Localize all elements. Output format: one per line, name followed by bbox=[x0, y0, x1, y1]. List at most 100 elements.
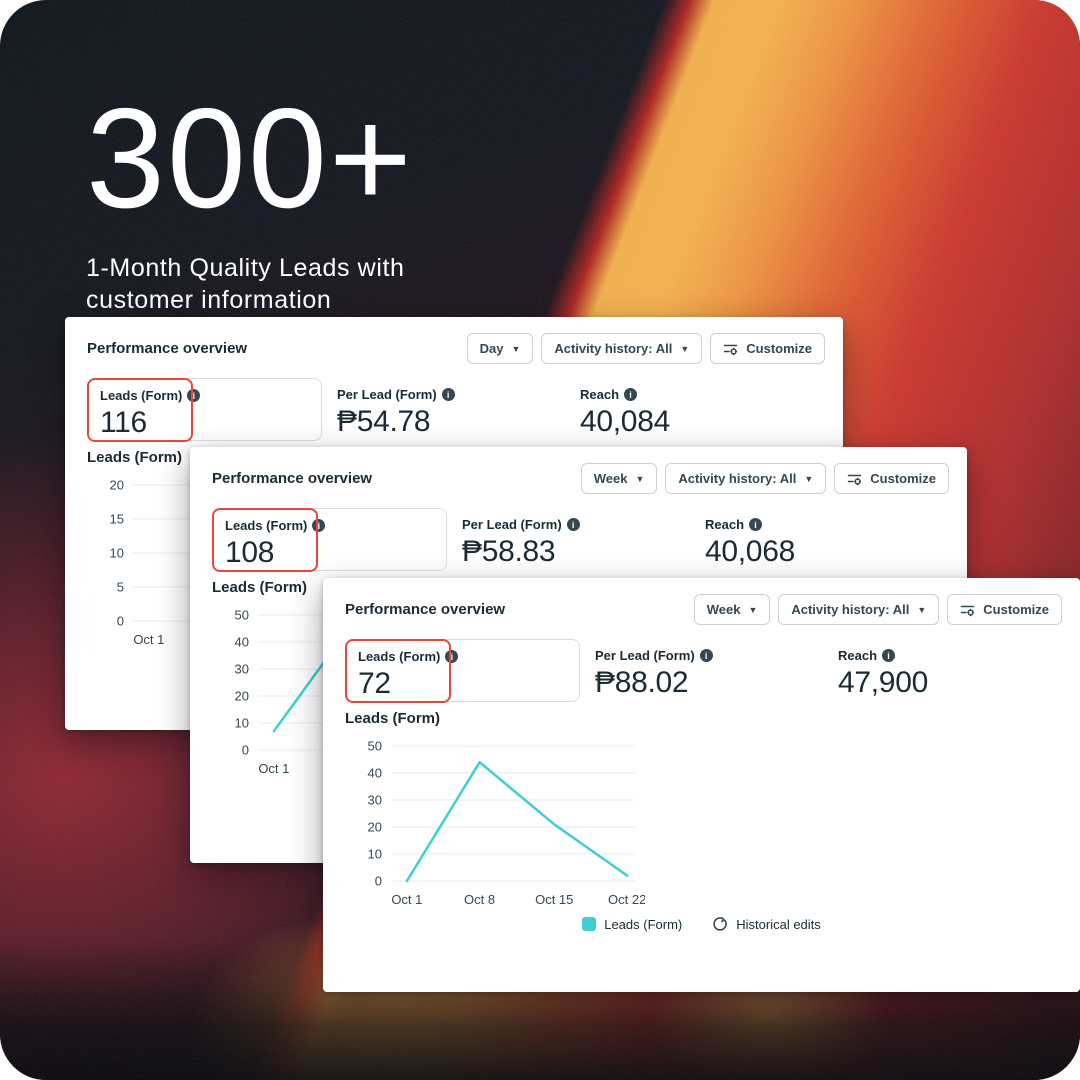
customize-icon bbox=[848, 474, 862, 485]
info-icon[interactable]: i bbox=[882, 649, 896, 662]
legend-label: Historical edits bbox=[736, 916, 821, 932]
info-icon[interactable]: i bbox=[441, 388, 455, 401]
metric-label: Leads (Form) bbox=[100, 388, 183, 403]
metric-label: Per Lead (Form) bbox=[595, 648, 695, 663]
info-icon[interactable]: i bbox=[312, 519, 326, 532]
info-icon[interactable]: i bbox=[624, 388, 638, 401]
svg-text:0: 0 bbox=[375, 874, 382, 889]
card-controls: Day ▼ Activity history: All ▼ Customize bbox=[466, 333, 825, 364]
svg-text:20: 20 bbox=[368, 820, 382, 835]
svg-text:Oct 15: Oct 15 bbox=[535, 892, 573, 907]
svg-text:50: 50 bbox=[368, 739, 382, 754]
chevron-down-icon: ▼ bbox=[748, 605, 758, 615]
date-range-label: Week bbox=[593, 471, 628, 486]
headline-block: 300+ 1-Month Quality Leads with customer… bbox=[86, 88, 416, 316]
metric-per-lead: Per Lead (Form) i ₱58.83 bbox=[462, 508, 580, 569]
activity-history-label: Activity history: All bbox=[678, 471, 797, 486]
svg-text:0: 0 bbox=[117, 614, 124, 629]
customize-label: Customize bbox=[983, 602, 1049, 617]
metric-label: Per Lead (Form) bbox=[337, 387, 437, 402]
historical-edits-icon bbox=[713, 917, 728, 931]
chart-title: Leads (Form) bbox=[87, 449, 183, 466]
svg-text:15: 15 bbox=[110, 512, 124, 527]
svg-text:40: 40 bbox=[368, 766, 382, 781]
metric-reach: Reach i 40,068 bbox=[705, 508, 795, 569]
svg-text:Oct 1: Oct 1 bbox=[391, 892, 422, 907]
metric-label: Reach bbox=[838, 648, 878, 663]
svg-text:Oct 22: Oct 22 bbox=[608, 892, 645, 907]
metric-value: 40,068 bbox=[705, 535, 795, 568]
activity-history-dropdown[interactable]: Activity history: All ▼ bbox=[778, 594, 940, 625]
customize-icon bbox=[724, 344, 738, 355]
info-icon[interactable]: i bbox=[699, 649, 713, 662]
date-range-dropdown[interactable]: Day ▼ bbox=[466, 333, 534, 364]
chevron-down-icon: ▼ bbox=[635, 474, 645, 484]
svg-text:50: 50 bbox=[235, 608, 249, 623]
chevron-down-icon: ▼ bbox=[917, 605, 927, 615]
chevron-down-icon: ▼ bbox=[511, 344, 521, 354]
customize-icon bbox=[961, 605, 975, 616]
date-range-label: Week bbox=[706, 602, 741, 617]
metric-value: 72 bbox=[358, 667, 391, 700]
metric-reach: Reach i 47,900 bbox=[838, 639, 928, 700]
metric-label: Leads (Form) bbox=[358, 649, 441, 664]
svg-text:40: 40 bbox=[235, 635, 249, 650]
date-range-dropdown[interactable]: Week ▼ bbox=[580, 463, 658, 494]
activity-history-label: Activity history: All bbox=[791, 602, 910, 617]
metric-per-lead: Per Lead (Form) i ₱88.02 bbox=[595, 639, 713, 700]
metric-label: Per Lead (Form) bbox=[462, 517, 562, 532]
metric-leads-form: Leads (Form) i 116 bbox=[87, 378, 322, 442]
svg-text:30: 30 bbox=[235, 662, 249, 677]
headline-number: 300+ bbox=[86, 79, 414, 238]
svg-text:Oct 1: Oct 1 bbox=[258, 761, 289, 776]
legend-label: Leads (Form) bbox=[604, 916, 683, 932]
chart-title: Leads (Form) bbox=[212, 579, 308, 596]
metric-per-lead: Per Lead (Form) i ₱54.78 bbox=[337, 378, 455, 439]
metric-leads-form: Leads (Form) i 108 bbox=[212, 508, 447, 572]
metric-label: Leads (Form) bbox=[225, 518, 308, 533]
metric-value: 116 bbox=[100, 406, 147, 439]
chevron-down-icon: ▼ bbox=[804, 474, 814, 484]
date-range-dropdown[interactable]: Week ▼ bbox=[693, 594, 771, 625]
card-title: Performance overview bbox=[345, 601, 506, 618]
metric-value: ₱54.78 bbox=[337, 405, 431, 438]
info-icon[interactable]: i bbox=[187, 389, 201, 402]
activity-history-dropdown[interactable]: Activity history: All ▼ bbox=[541, 333, 703, 364]
metric-value: ₱88.02 bbox=[595, 666, 689, 699]
svg-text:Oct 1: Oct 1 bbox=[133, 632, 164, 647]
chart-title: Leads (Form) bbox=[345, 710, 441, 727]
chart-legend: Leads (Form) Historical edits bbox=[323, 916, 1080, 932]
info-icon[interactable]: i bbox=[749, 518, 763, 531]
metric-value: 47,900 bbox=[838, 666, 928, 699]
metric-label: Reach bbox=[580, 387, 620, 402]
svg-text:10: 10 bbox=[110, 546, 124, 561]
metric-value: ₱58.83 bbox=[462, 535, 556, 568]
chevron-down-icon: ▼ bbox=[680, 344, 690, 354]
customize-button[interactable]: Customize bbox=[947, 594, 1062, 625]
performance-card-week-2: Performance overview Week ▼ Activity his… bbox=[323, 578, 1080, 992]
svg-text:Oct 8: Oct 8 bbox=[464, 892, 495, 907]
card-controls: Week ▼ Activity history: All ▼ Customize bbox=[580, 463, 949, 494]
customize-label: Customize bbox=[746, 341, 812, 356]
svg-text:5: 5 bbox=[117, 580, 124, 595]
metric-reach: Reach i 40,084 bbox=[580, 378, 670, 439]
info-icon[interactable]: i bbox=[445, 650, 459, 663]
metric-value: 108 bbox=[225, 536, 275, 569]
headline-subtitle: 1-Month Quality Leads with customer info… bbox=[86, 254, 405, 314]
customize-button[interactable]: Customize bbox=[710, 333, 825, 364]
activity-history-dropdown[interactable]: Activity history: All ▼ bbox=[665, 463, 827, 494]
activity-history-label: Activity history: All bbox=[554, 341, 673, 356]
card-title: Performance overview bbox=[212, 470, 373, 487]
metric-leads-form: Leads (Form) i 72 bbox=[345, 639, 580, 703]
customize-button[interactable]: Customize bbox=[834, 463, 949, 494]
legend-leads-form[interactable]: Leads (Form) bbox=[582, 917, 682, 932]
svg-text:10: 10 bbox=[368, 847, 382, 862]
legend-historical-edits[interactable]: Historical edits bbox=[712, 916, 821, 932]
info-icon[interactable]: i bbox=[566, 518, 580, 531]
date-range-label: Day bbox=[479, 341, 504, 356]
customize-label: Customize bbox=[870, 471, 936, 486]
metric-value: 40,084 bbox=[580, 405, 670, 438]
svg-text:20: 20 bbox=[235, 689, 249, 704]
leads-line-chart: 50 40 30 20 10 0 Oct 1 Oct 8 Oct 15 Oct 22 bbox=[368, 739, 645, 908]
